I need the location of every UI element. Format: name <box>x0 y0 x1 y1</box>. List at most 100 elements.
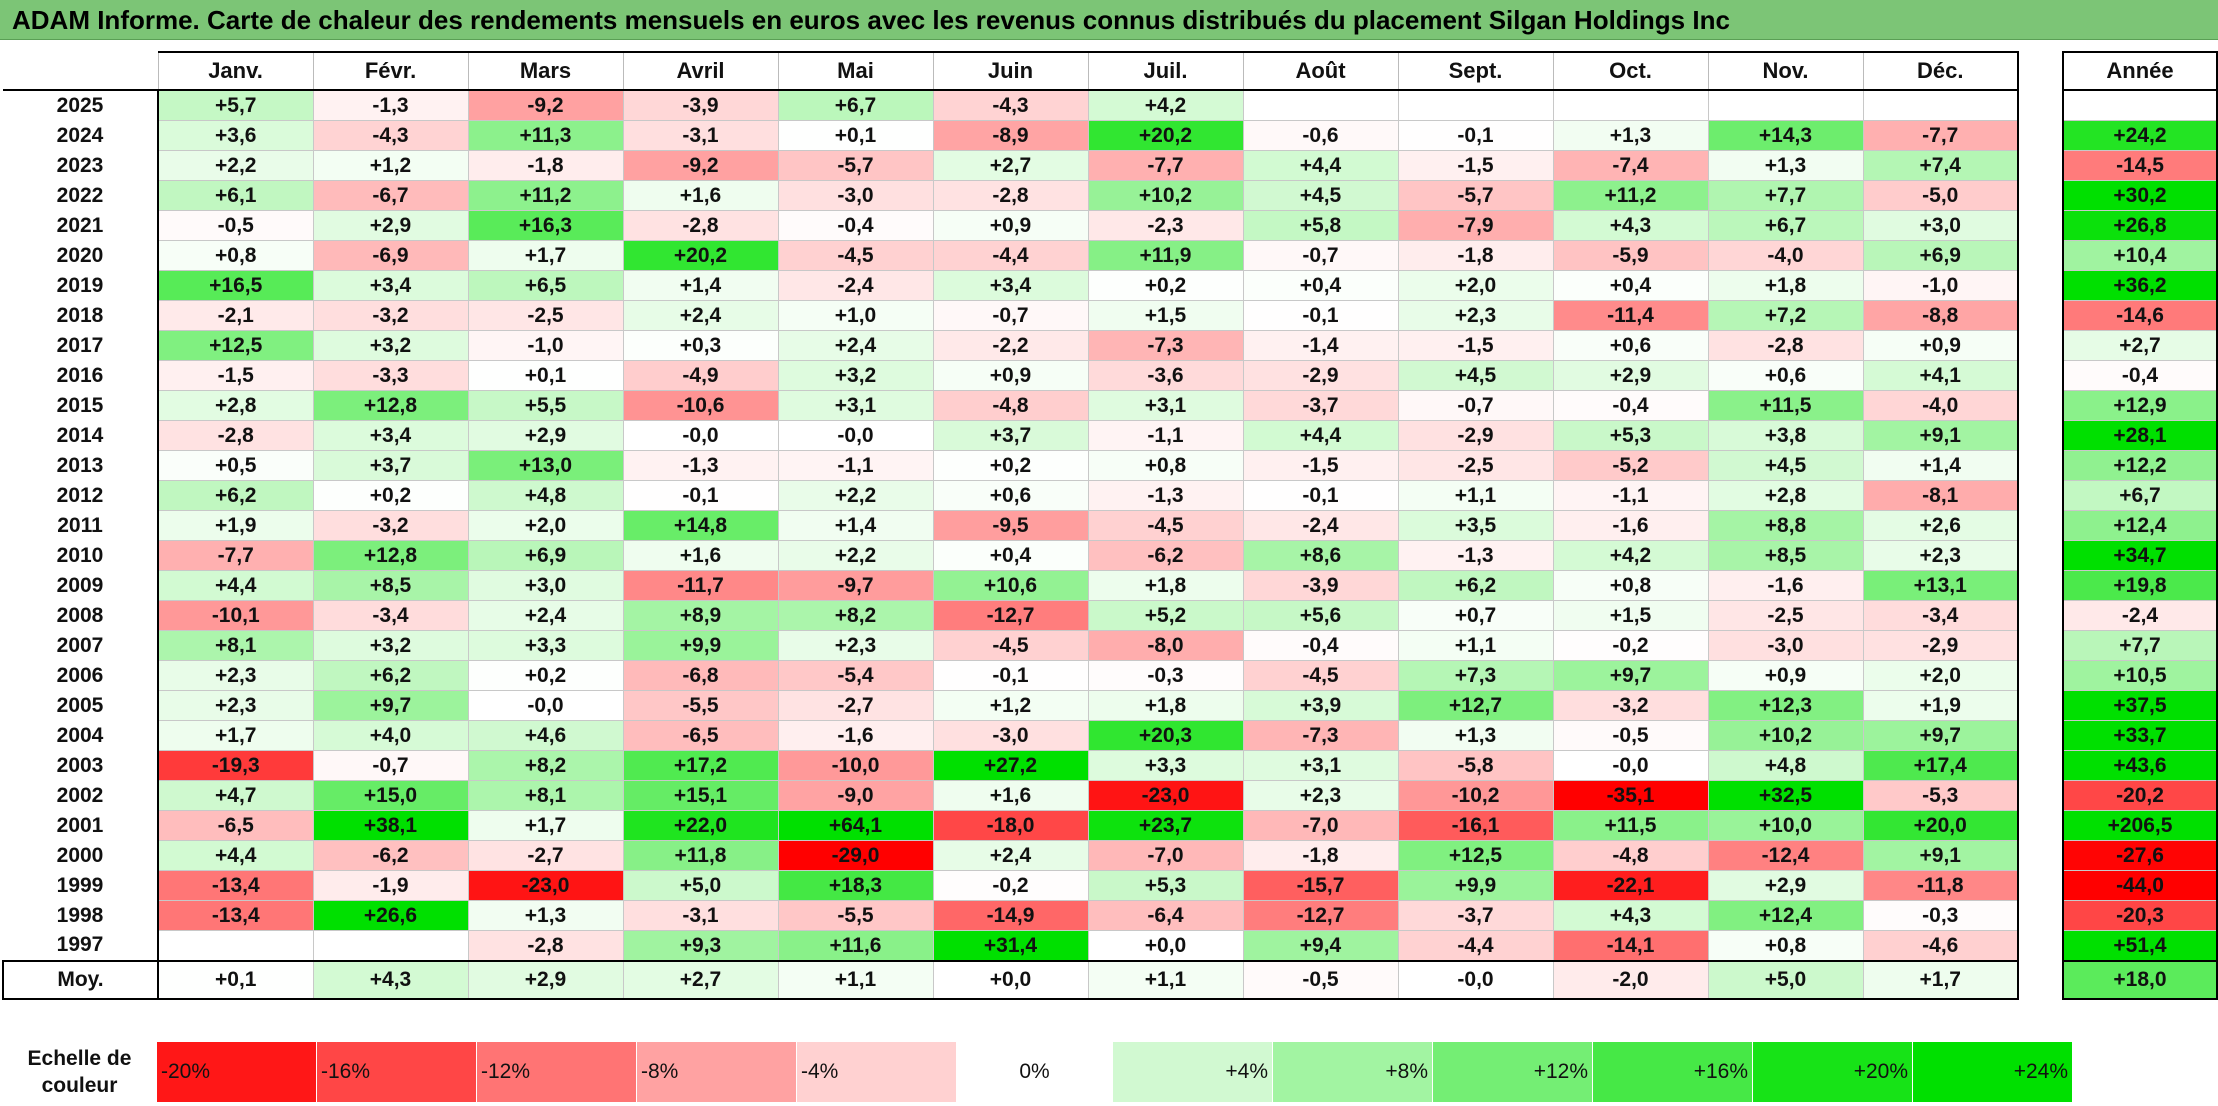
heatmap-cell: +10,2 <box>1707 720 1864 751</box>
heatmap-cell: -1,5 <box>157 360 314 391</box>
heatmap-cell: +4,8 <box>467 480 624 511</box>
heatmap-cell: +0,8 <box>1552 570 1709 601</box>
annual-cell: -20,2 <box>2062 780 2218 811</box>
heatmap-cell: +6,7 <box>1707 210 1864 241</box>
heatmap-cell <box>312 930 469 962</box>
heatmap-cell: +10,0 <box>1707 810 1864 841</box>
color-scale-step: +4% <box>1112 1042 1273 1102</box>
heatmap-cell: -8,8 <box>1862 300 2019 331</box>
heatmap-cell: +1,9 <box>1862 690 2019 721</box>
year-label: 2010 <box>3 540 159 571</box>
heatmap-cell: -2,9 <box>1397 420 1554 451</box>
table-row: 1999 -13,4 -1,9 -23,0 +5,0 +18,3 -0,2 +5,3 -15,7… <box>3 870 2019 901</box>
color-scale-step: -16% <box>316 1042 477 1102</box>
table-row: 2018 -2,1 -3,2 -2,5 +2,4 +1,0 -0,7 +1,5 -0,1 +2,3… <box>3 300 2019 331</box>
heatmap-cell: -6,4 <box>1087 900 1244 931</box>
annual-cell: +206,5 <box>2062 810 2218 841</box>
color-scale-step: +16% <box>1592 1042 1753 1102</box>
heatmap-cell: -8,9 <box>932 120 1089 151</box>
heatmap-cell: +7,7 <box>1707 180 1864 211</box>
annual-row: +12,2 <box>2062 450 2218 481</box>
annual-cell: +37,5 <box>2062 690 2218 721</box>
heatmap-cell: -1,0 <box>1862 270 2019 301</box>
heatmap-cell: -2,4 <box>777 270 934 301</box>
year-label: 1997 <box>3 930 159 961</box>
heatmap-cell: +17,2 <box>622 750 779 781</box>
heatmap-cell: +1,2 <box>932 690 1089 721</box>
heatmap-cell: +2,3 <box>1862 540 2019 571</box>
heatmap-cell: +12,4 <box>1707 900 1864 931</box>
heatmap-cell: -10,2 <box>1397 780 1554 811</box>
heatmap-cell: -3,4 <box>312 600 469 631</box>
annual-row: +12,4 <box>2062 510 2218 541</box>
heatmap-cell: -7,7 <box>1862 120 2019 151</box>
heatmap-cell: -12,7 <box>1242 900 1399 931</box>
heatmap-cell: +4,7 <box>157 780 314 811</box>
heatmap-cell: -16,1 <box>1397 810 1554 841</box>
heatmap-cell: -10,6 <box>622 390 779 421</box>
heatmap-cell: -4,6 <box>1862 930 2019 962</box>
month-header: Avril <box>622 51 779 91</box>
heatmap-cell: -8,1 <box>1862 480 2019 511</box>
heatmap-cell: +20,3 <box>1087 720 1244 751</box>
heatmap-cell: -0,1 <box>932 660 1089 691</box>
heatmap-cell: -4,3 <box>312 120 469 151</box>
month-header: Oct. <box>1552 51 1709 91</box>
heatmap-cell: +8,6 <box>1242 540 1399 571</box>
heatmap-cell: -23,0 <box>1087 780 1244 811</box>
month-header: Sept. <box>1397 51 1554 91</box>
table-row: 2007 +8,1 +3,2 +3,3 +9,9 +2,3 -4,5 -8,0 -0,4 +1,1… <box>3 630 2019 661</box>
annual-row: +19,8 <box>2062 570 2218 601</box>
heatmap-cell: +2,9 <box>1552 360 1709 391</box>
heatmap-cell: -3,1 <box>622 120 779 151</box>
heatmap-cell: -5,8 <box>1397 750 1554 781</box>
heatmap-cell: -0,2 <box>1552 630 1709 661</box>
annual-row: +6,7 <box>2062 480 2218 511</box>
heatmap-cell: +3,4 <box>312 270 469 301</box>
heatmap-cell: -0,6 <box>1242 120 1399 151</box>
heatmap-cell: +2,4 <box>622 300 779 331</box>
heatmap-cell: -9,0 <box>777 780 934 811</box>
heatmap-cell: +20,2 <box>1087 120 1244 151</box>
heatmap-cell: -1,8 <box>1397 240 1554 271</box>
average-cell: +1,7 <box>1862 960 2019 1000</box>
year-label: 2002 <box>3 780 159 811</box>
heatmap-cell: -6,5 <box>157 810 314 841</box>
heatmap-cell: +0,5 <box>157 450 314 481</box>
heatmap-cell: +0,4 <box>932 540 1089 571</box>
table-row: 2003 -19,3 -0,7 +8,2 +17,2 -10,0 +27,2 +3,3 +3,1… <box>3 750 2019 781</box>
heatmap-cell: +5,5 <box>467 390 624 421</box>
table-row: 2021 -0,5 +2,9 +16,3 -2,8 -0,4 +0,9 -2,3 +5,8 -7,… <box>3 210 2019 241</box>
heatmap-cell: +2,7 <box>932 150 1089 181</box>
heatmap-cell <box>1397 89 1554 121</box>
heatmap-cell: -1,3 <box>312 89 469 121</box>
year-label: 2016 <box>3 360 159 391</box>
heatmap-cell: +6,2 <box>1397 570 1554 601</box>
annual-cell: +30,2 <box>2062 180 2218 211</box>
year-label: 2017 <box>3 330 159 361</box>
year-label: 2023 <box>3 150 159 181</box>
heatmap-cell: +2,3 <box>1397 300 1554 331</box>
heatmap-cell: -8,0 <box>1087 630 1244 661</box>
heatmap-cell: +11,2 <box>1552 180 1709 211</box>
heatmap-cell: -4,4 <box>1397 930 1554 962</box>
annual-row: +51,4 <box>2062 930 2218 962</box>
heatmap-cell: +9,7 <box>1862 720 2019 751</box>
heatmap-cell: +1,5 <box>1552 600 1709 631</box>
heatmap-cell: -2,5 <box>467 300 624 331</box>
corner-cell <box>3 52 158 90</box>
heatmap-cell: -4,5 <box>1242 660 1399 691</box>
heatmap-cell: -6,8 <box>622 660 779 691</box>
heatmap-cell: +1,2 <box>312 150 469 181</box>
heatmap-cell: +5,7 <box>157 89 314 121</box>
heatmap-cell: +5,3 <box>1552 420 1709 451</box>
heatmap-cell: -0,0 <box>1552 750 1709 781</box>
annual-row: +43,6 <box>2062 750 2218 781</box>
heatmap-cell: +6,5 <box>467 270 624 301</box>
heatmap-cell: -0,7 <box>312 750 469 781</box>
annual-cell: -27,6 <box>2062 840 2218 871</box>
table-row: 2025 +5,7 -1,3 -9,2 -3,9 +6,7 -4,3 +4,2 <box>3 89 2019 121</box>
heatmap-cell: -0,7 <box>932 300 1089 331</box>
heatmap-cell: +8,2 <box>777 600 934 631</box>
color-scale-label: Echelle de couleur <box>27 1047 132 1097</box>
